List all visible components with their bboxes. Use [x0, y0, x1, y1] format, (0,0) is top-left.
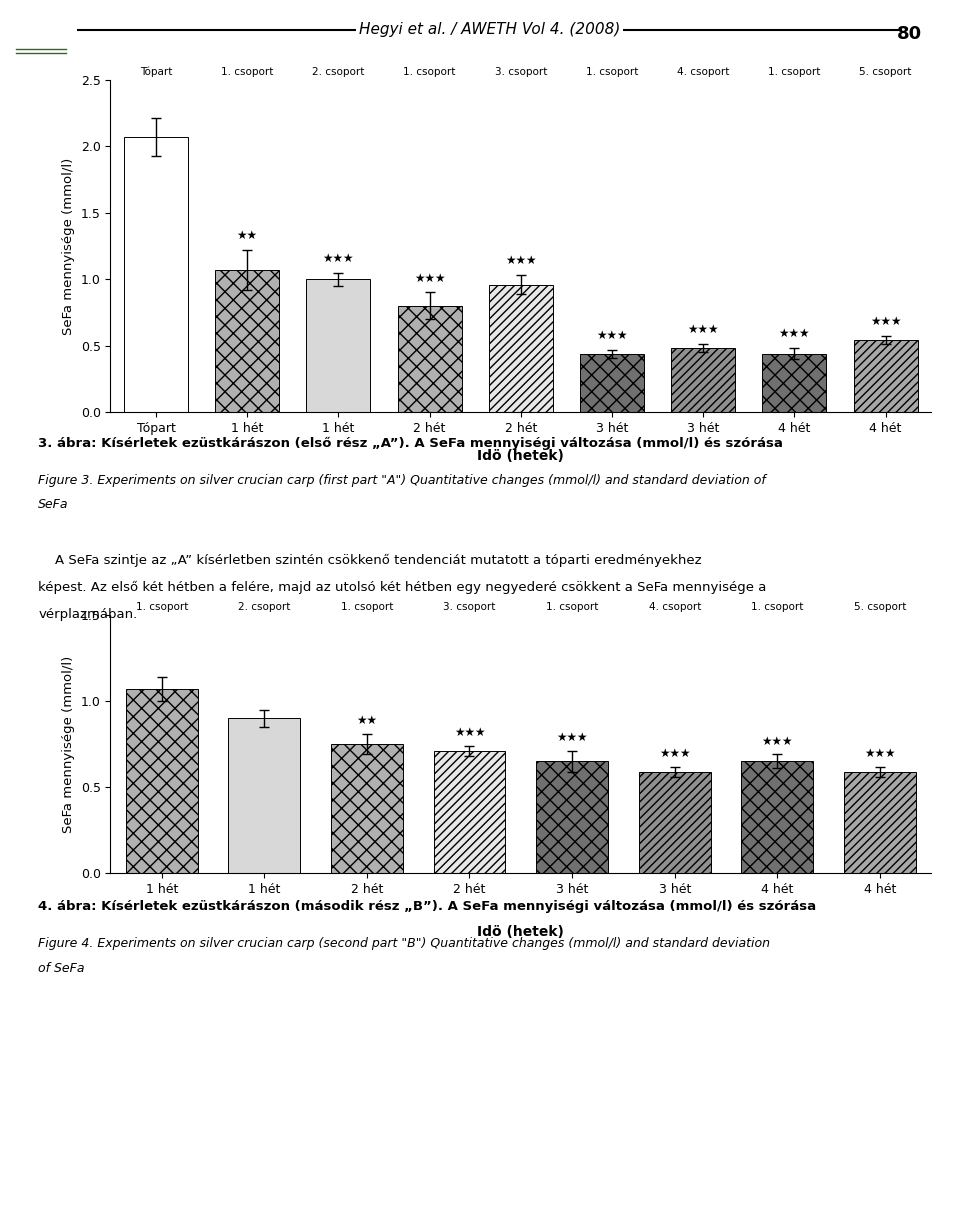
Bar — [434, 752, 505, 873]
Text: of SeFa: of SeFa — [38, 962, 84, 975]
Bar — [306, 279, 371, 412]
Text: ★★★: ★★★ — [779, 327, 810, 341]
Bar — [844, 771, 916, 873]
Text: 1. csoport: 1. csoport — [221, 68, 274, 77]
Polygon shape — [19, 11, 62, 52]
Text: ★★: ★★ — [237, 229, 257, 242]
Text: 4. ábra: Kísérletek ezüstkárászon (második rész „B”). A SeFa mennyiségi változás: 4. ábra: Kísérletek ezüstkárászon (másod… — [38, 900, 817, 914]
Text: Figure 4. Experiments on silver crucian carp (second part "B") Quantitative chan: Figure 4. Experiments on silver crucian … — [38, 937, 770, 951]
Text: 2. csoport: 2. csoport — [312, 68, 365, 77]
Text: 3. csoport: 3. csoport — [494, 68, 547, 77]
Text: ★★★: ★★★ — [557, 731, 588, 744]
Bar — [489, 284, 553, 412]
Text: vérplazmában.: vérplazmában. — [38, 608, 137, 621]
Bar — [580, 353, 644, 412]
Bar — [638, 771, 710, 873]
Bar — [331, 744, 403, 873]
Text: 5. csoport: 5. csoport — [853, 601, 906, 611]
Bar — [537, 761, 608, 873]
Text: ★★★: ★★★ — [864, 747, 896, 760]
Bar — [215, 269, 279, 412]
Bar — [853, 341, 918, 412]
Text: 3. ábra: Kísérletek ezüstkárászon (első rész „A”). A SeFa mennyiségi változása (: 3. ábra: Kísérletek ezüstkárászon (első … — [38, 437, 783, 450]
Text: 3. csoport: 3. csoport — [444, 601, 495, 611]
Text: 1. csoport: 1. csoport — [768, 68, 821, 77]
Bar — [762, 353, 827, 412]
Text: 1. csoport: 1. csoport — [135, 601, 188, 611]
Text: képest. Az első két hétben a felére, majd az utolsó két hétben egy negyederé csö: képest. Az első két hétben a felére, maj… — [38, 581, 767, 594]
Y-axis label: SeFa mennyisége (mmol/l): SeFa mennyisége (mmol/l) — [62, 656, 75, 833]
Text: ★★★: ★★★ — [659, 747, 690, 760]
Y-axis label: SeFa mennyisége (mmol/l): SeFa mennyisége (mmol/l) — [62, 157, 75, 335]
Text: A SeFa szintje az „A” kísérletben szintén csökkenő tendenciát mutatott a tóparti: A SeFa szintje az „A” kísérletben szinté… — [38, 554, 702, 567]
Bar — [126, 689, 198, 873]
Bar — [228, 718, 300, 873]
Text: ★★★: ★★★ — [761, 734, 793, 748]
Text: ★★★: ★★★ — [505, 255, 537, 267]
Bar — [741, 761, 813, 873]
Text: ★★★: ★★★ — [323, 252, 354, 264]
Text: SeFa: SeFa — [38, 498, 69, 512]
Text: 1. csoport: 1. csoport — [341, 601, 393, 611]
Text: ★★★: ★★★ — [596, 328, 628, 342]
Text: 2. csoport: 2. csoport — [238, 601, 291, 611]
Text: 1. csoport: 1. csoport — [403, 68, 456, 77]
Bar — [124, 137, 188, 412]
Text: ★★: ★★ — [356, 713, 377, 727]
Text: ★★★: ★★★ — [454, 726, 485, 739]
Text: ★★★: ★★★ — [414, 272, 445, 284]
Text: ★★★: ★★★ — [870, 315, 901, 328]
Text: 1. csoport: 1. csoport — [586, 68, 638, 77]
Bar — [397, 306, 462, 412]
Text: ★★★: ★★★ — [687, 323, 719, 336]
Text: 4. csoport: 4. csoport — [677, 68, 730, 77]
Text: 1. csoport: 1. csoport — [751, 601, 804, 611]
Text: 5. csoport: 5. csoport — [859, 68, 912, 77]
Text: Hegyi et al. / AWETH Vol 4. (2008): Hegyi et al. / AWETH Vol 4. (2008) — [359, 22, 620, 37]
Text: Idö (hetek): Idö (hetek) — [477, 449, 564, 464]
Text: 80: 80 — [897, 26, 922, 43]
Text: Tópart: Tópart — [140, 66, 172, 77]
Bar — [671, 348, 735, 412]
Text: Figure 3. Experiments on silver crucian carp (first part "A") Quantitative chang: Figure 3. Experiments on silver crucian … — [38, 474, 766, 487]
Text: 1. csoport: 1. csoport — [546, 601, 598, 611]
Text: Idö (hetek): Idö (hetek) — [477, 925, 564, 938]
Text: 4. csoport: 4. csoport — [649, 601, 701, 611]
